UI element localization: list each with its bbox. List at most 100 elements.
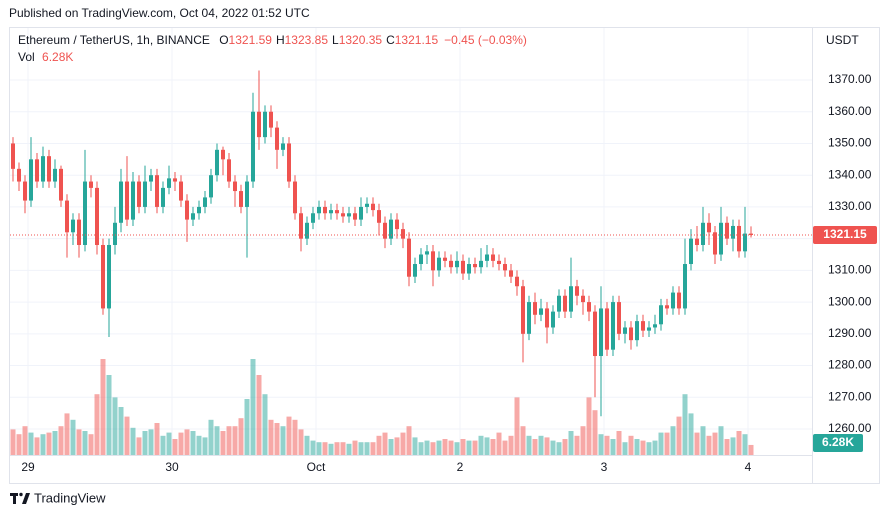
candle-body — [665, 305, 669, 309]
candle-body — [443, 257, 447, 261]
candle-body — [365, 203, 369, 207]
volume-bar — [724, 439, 730, 455]
candle-body — [395, 219, 399, 230]
volume-bar — [526, 435, 532, 455]
candle-body — [209, 175, 213, 198]
candle-body — [323, 206, 327, 214]
candle-body — [23, 181, 27, 201]
volume-bar — [40, 434, 46, 455]
volume-bar — [514, 397, 520, 455]
legend-key: H — [276, 33, 285, 47]
volume-bar — [106, 375, 112, 455]
volume-bar — [208, 419, 214, 455]
volume-bar — [130, 427, 136, 455]
legend-key: L — [332, 33, 339, 47]
candle-body — [221, 149, 225, 160]
volume-bar — [262, 394, 268, 455]
candle-body — [593, 311, 597, 357]
volume-bar — [172, 439, 178, 455]
candle-body — [269, 111, 273, 128]
volume-pane — [10, 359, 754, 455]
candle-body — [533, 302, 537, 315]
candle-body — [539, 308, 543, 315]
candle-body — [149, 175, 153, 182]
volume-bar — [562, 439, 568, 455]
volume-bar — [154, 423, 160, 455]
candle-body — [569, 286, 573, 312]
volume-bar — [124, 416, 130, 455]
volume-bar — [574, 435, 580, 455]
candle-body — [617, 302, 621, 334]
volume-bar — [430, 442, 436, 455]
volume-bar — [412, 437, 418, 455]
candle-body — [521, 286, 525, 334]
candle-body — [197, 206, 201, 214]
candle-body — [671, 292, 675, 309]
volume-bar — [628, 435, 634, 455]
candle-body — [257, 111, 261, 138]
volume-bar — [166, 432, 172, 455]
candle-body — [515, 276, 519, 287]
x-tick-label: 2 — [457, 460, 464, 474]
volume-bar — [652, 440, 658, 455]
currency: USDT — [826, 33, 859, 47]
x-tick-label: 4 — [745, 460, 752, 474]
candle-body — [491, 254, 495, 261]
volume-bar — [340, 442, 346, 455]
candle-body — [437, 257, 441, 271]
legend-key: C — [386, 33, 395, 47]
logo-slash — [22, 493, 30, 504]
candle-body — [461, 260, 465, 274]
volume-bar — [730, 437, 736, 455]
volume-bar — [676, 416, 682, 455]
legend-key: O — [219, 33, 228, 47]
candle-body — [701, 222, 705, 245]
volume-bar — [544, 437, 550, 455]
candle-body — [749, 233, 753, 235]
legend-value: 1320.35 — [339, 33, 383, 47]
volume-bar — [394, 437, 400, 455]
candle-body — [275, 127, 279, 150]
y-tick-label: 1280.00 — [828, 358, 872, 372]
candle-body — [425, 251, 429, 255]
candle-body — [329, 210, 333, 214]
volume-bar — [34, 437, 40, 455]
volume-bar — [268, 419, 274, 455]
candle-body — [413, 264, 417, 277]
volume-bar — [46, 432, 52, 455]
volume-bar — [472, 440, 478, 455]
candle-body — [143, 181, 147, 207]
candle-body — [263, 111, 267, 138]
candle-body — [335, 210, 339, 214]
volume-bar — [520, 426, 526, 455]
volume-bar — [550, 440, 556, 455]
candle-body — [35, 159, 39, 182]
volume-bar — [604, 435, 610, 455]
candle-body — [65, 200, 69, 233]
candle-body — [731, 225, 735, 239]
candle-body — [689, 238, 693, 265]
volume-bar — [28, 432, 34, 455]
volume-bar — [196, 435, 202, 455]
candle-body — [101, 244, 105, 309]
volume-bar — [88, 434, 94, 455]
volume-bar — [406, 426, 412, 455]
candle-body — [401, 229, 405, 239]
candle-body — [107, 244, 111, 309]
volume-value: 6.28K — [42, 50, 73, 64]
volume-bar — [70, 419, 76, 455]
volume-bar — [436, 440, 442, 455]
volume-bar — [586, 397, 592, 455]
candle-body — [713, 232, 717, 255]
candle-body — [347, 213, 351, 217]
x-tick-label: 29 — [21, 460, 35, 474]
volume-bar — [478, 435, 484, 455]
candle-body — [155, 175, 159, 207]
x-tick-label: 3 — [601, 460, 608, 474]
volume-bar — [592, 410, 598, 455]
volume-bar — [382, 432, 388, 455]
volume-bar — [496, 432, 502, 455]
volume-bar — [76, 429, 82, 455]
